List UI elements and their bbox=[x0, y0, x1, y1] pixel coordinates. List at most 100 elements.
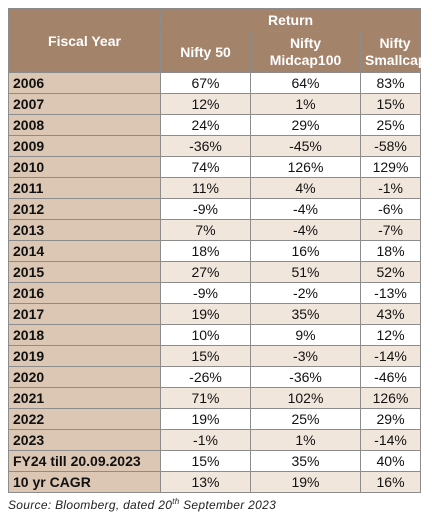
row-label: 2021 bbox=[8, 387, 161, 409]
row-label: 2015 bbox=[8, 261, 161, 283]
row-label: FY24 till 20.09.2023 bbox=[8, 450, 161, 472]
cell: 11% bbox=[160, 177, 251, 199]
cell: 15% bbox=[359, 93, 422, 115]
table-row: 2023 -1% 1% -14% bbox=[8, 429, 422, 451]
cell: 71% bbox=[160, 387, 251, 409]
row-label: 2010 bbox=[8, 156, 161, 178]
cell: 18% bbox=[160, 240, 251, 262]
cell: 13% bbox=[160, 471, 251, 493]
cell: 10% bbox=[160, 324, 251, 346]
cell: 52% bbox=[359, 261, 422, 283]
table-row: 2012 -9% -4% -6% bbox=[8, 198, 422, 220]
cell: -36% bbox=[160, 135, 251, 157]
header-text: Nifty 50 bbox=[180, 43, 231, 60]
cell: 29% bbox=[250, 114, 361, 136]
cell: -9% bbox=[160, 282, 251, 304]
cell: 1% bbox=[250, 429, 361, 451]
cell: 129% bbox=[359, 156, 422, 178]
cell: -2% bbox=[250, 282, 361, 304]
header-col: Nifty Midcap100 bbox=[250, 31, 361, 73]
cell: 16% bbox=[250, 240, 361, 262]
cell: 102% bbox=[250, 387, 361, 409]
row-label: 2008 bbox=[8, 114, 161, 136]
cell: 67% bbox=[160, 72, 251, 94]
row-label: 2020 bbox=[8, 366, 161, 388]
table-row: 2020 -26% -36% -46% bbox=[8, 366, 422, 388]
table-row: 2021 71% 102% 126% bbox=[8, 387, 422, 409]
cell: 64% bbox=[250, 72, 361, 94]
table-row: 2013 7% -4% -7% bbox=[8, 219, 422, 241]
table-row: 2006 67% 64% 83% bbox=[8, 72, 422, 94]
table-row: 2022 19% 25% 29% bbox=[8, 408, 422, 430]
cell: -6% bbox=[359, 198, 422, 220]
header-text: Nifty Smallcap100 bbox=[365, 35, 432, 68]
cell: 83% bbox=[359, 72, 422, 94]
cell: 74% bbox=[160, 156, 251, 178]
cell: -1% bbox=[160, 429, 251, 451]
cell: 1% bbox=[250, 93, 361, 115]
cell: 7% bbox=[160, 219, 251, 241]
cell: -13% bbox=[359, 282, 422, 304]
cell: 19% bbox=[160, 408, 251, 430]
cell: -14% bbox=[359, 345, 422, 367]
cell: 35% bbox=[250, 450, 361, 472]
table-row: 2014 18% 16% 18% bbox=[8, 240, 422, 262]
cell: 12% bbox=[359, 324, 422, 346]
table-row: 2007 12% 1% 15% bbox=[8, 93, 422, 115]
source-note: Source: Bloomberg, dated 20th September … bbox=[8, 497, 276, 512]
cell: -4% bbox=[250, 198, 361, 220]
source-sup: th bbox=[172, 497, 180, 506]
cell: -7% bbox=[359, 219, 422, 241]
cell: 19% bbox=[250, 471, 361, 493]
cell: 35% bbox=[250, 303, 361, 325]
row-label: 2014 bbox=[8, 240, 161, 262]
cell: -4% bbox=[250, 219, 361, 241]
cell: -14% bbox=[359, 429, 422, 451]
table-row: 10 yr CAGR 13% 19% 16% bbox=[8, 471, 422, 493]
table-body: 2006 67% 64% 83% 2007 12% 1% 15% 2008 24% 29% 25% 20… bbox=[8, 72, 422, 493]
cell: 126% bbox=[250, 156, 361, 178]
row-label: 2018 bbox=[8, 324, 161, 346]
cell: 25% bbox=[359, 114, 422, 136]
row-label: 2022 bbox=[8, 408, 161, 430]
row-label: 2007 bbox=[8, 93, 161, 115]
header-col: Nifty 50 bbox=[160, 31, 251, 73]
table-row: 2017 19% 35% 43% bbox=[8, 303, 422, 325]
cell: 25% bbox=[250, 408, 361, 430]
cell: 4% bbox=[250, 177, 361, 199]
cell: -26% bbox=[160, 366, 251, 388]
cell: 12% bbox=[160, 93, 251, 115]
cell: -3% bbox=[250, 345, 361, 367]
table-row: 2019 15% -3% -14% bbox=[8, 345, 422, 367]
cell: 51% bbox=[250, 261, 361, 283]
cell: 43% bbox=[359, 303, 422, 325]
cell: 9% bbox=[250, 324, 361, 346]
table-row: FY24 till 20.09.2023 15% 35% 40% bbox=[8, 450, 422, 472]
table-row: 2010 74% 126% 129% bbox=[8, 156, 422, 178]
row-label: 2016 bbox=[8, 282, 161, 304]
cell: 18% bbox=[359, 240, 422, 262]
row-label: 10 yr CAGR bbox=[8, 471, 161, 493]
cell: -9% bbox=[160, 198, 251, 220]
source-text: September 2023 bbox=[179, 498, 277, 512]
table-row: 2009 -36% -45% -58% bbox=[8, 135, 422, 157]
header-text: Nifty Midcap100 bbox=[269, 35, 342, 68]
cell: 126% bbox=[359, 387, 422, 409]
row-label: 2012 bbox=[8, 198, 161, 220]
source-text: Source: Bloomberg, dated 20 bbox=[8, 498, 173, 512]
cell: -36% bbox=[250, 366, 361, 388]
header-fiscal-year: Fiscal Year bbox=[8, 8, 161, 73]
cell: 15% bbox=[160, 345, 251, 367]
table-row: 2008 24% 29% 25% bbox=[8, 114, 422, 136]
cell: 29% bbox=[359, 408, 422, 430]
cell: 19% bbox=[160, 303, 251, 325]
cell: -45% bbox=[250, 135, 361, 157]
cell: 16% bbox=[359, 471, 422, 493]
cell: 15% bbox=[160, 450, 251, 472]
table-row: 2018 10% 9% 12% bbox=[8, 324, 422, 346]
row-label: 2006 bbox=[8, 72, 161, 94]
returns-table: Fiscal Year Return Nifty 50 Nifty Midcap… bbox=[8, 8, 432, 493]
row-label: 2023 bbox=[8, 429, 161, 451]
cell: 40% bbox=[359, 450, 422, 472]
row-label: 2017 bbox=[8, 303, 161, 325]
